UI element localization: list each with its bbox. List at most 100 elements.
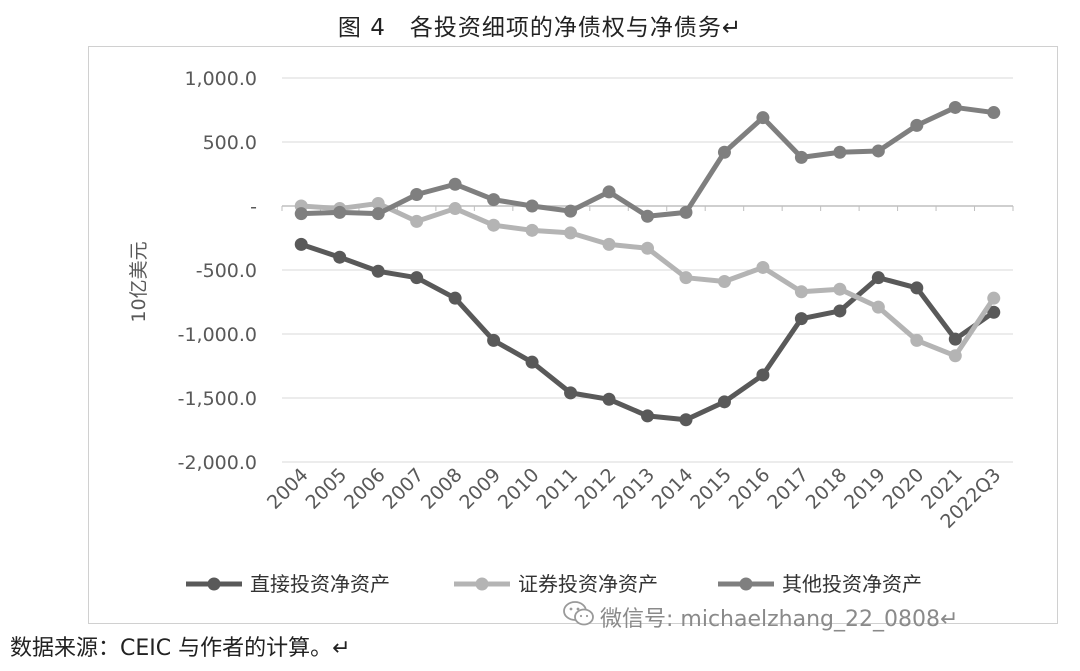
series-1: [294, 237, 1001, 427]
chart-title: 图 4 各投资细项的净债权与净债务↵: [337, 15, 743, 41]
x-tick-label: 2007: [378, 464, 428, 514]
y-tick-label: -1,500.0: [178, 388, 257, 410]
data-point: [602, 185, 616, 199]
legend: 直接投资净资产 证券投资净资产 其他投资净资产: [186, 572, 922, 596]
legend-item: 其他投资净资产: [718, 572, 922, 596]
x-tick-label: 2013: [609, 464, 659, 514]
data-point: [602, 392, 616, 406]
x-tick-label: 2018: [802, 464, 852, 514]
series-line: [298, 241, 997, 423]
data-point: [833, 145, 847, 159]
data-point: [564, 226, 578, 240]
legend-swatch-marker: [207, 577, 221, 591]
data-point: [525, 199, 539, 213]
y-tick-label: 500.0: [203, 132, 257, 154]
y-tick-label: -2,000.0: [178, 452, 257, 474]
series-2: [294, 196, 1001, 363]
data-point: [987, 106, 1001, 120]
watermark-text: 微信号: michaelzhang_22_0808↵: [600, 607, 959, 632]
data-point: [910, 333, 924, 347]
x-tick-label: 2020: [879, 464, 929, 514]
legend-swatch-marker: [739, 577, 753, 591]
x-tick-label: 2006: [340, 464, 390, 514]
data-point: [641, 409, 654, 423]
x-tick-label: 2017: [763, 464, 813, 514]
data-point: [487, 218, 501, 232]
legend-swatch-marker: [475, 577, 489, 591]
y-axis-ticks: 1,000.0 500.0 - -500.0 -1,000.0 -1,500.0 -2,00…: [178, 68, 257, 474]
legend-item: 直接投资净资产: [186, 572, 390, 596]
data-point: [371, 264, 385, 278]
data-point: [679, 205, 693, 219]
legend-item: 证券投资净资产: [454, 572, 658, 596]
data-point: [294, 207, 308, 221]
data-point: [717, 395, 731, 409]
data-point: [448, 291, 462, 305]
x-tick-label: 2016: [725, 464, 775, 514]
data-point: [641, 209, 654, 223]
data-point: [987, 291, 1001, 305]
x-tick-label: 2010: [494, 464, 544, 514]
y-tick-label: -1,000.0: [178, 324, 257, 346]
series-line: [298, 104, 997, 219]
data-point: [564, 386, 578, 400]
x-tick-label: 2008: [417, 464, 467, 514]
y-tick-label: -500.0: [196, 260, 257, 282]
data-point: [371, 196, 385, 210]
data-point: [910, 281, 924, 295]
x-tick-label: 2015: [686, 464, 736, 514]
x-tick-label: 2009: [455, 464, 505, 514]
data-point: [948, 332, 962, 346]
data-point: [717, 275, 731, 289]
legend-label: 直接投资净资产: [250, 572, 390, 596]
data-point: [679, 413, 693, 427]
x-tick-label: 2012: [571, 464, 621, 514]
data-point: [448, 202, 462, 216]
data-point: [679, 271, 693, 285]
data-point: [410, 214, 424, 228]
data-point: [641, 241, 654, 255]
data-point: [833, 304, 847, 318]
chart-frame: [88, 46, 1058, 624]
data-point: [525, 355, 539, 369]
x-tick-label: 2004: [263, 464, 313, 514]
data-point: [525, 223, 539, 237]
data-point: [448, 177, 462, 191]
legend-label: 其他投资净资产: [782, 572, 922, 596]
data-point: [871, 144, 885, 158]
legend-label: 证券投资净资产: [518, 572, 658, 596]
data-point: [794, 312, 808, 326]
data-point: [410, 187, 424, 201]
data-point: [948, 349, 962, 363]
data-point: [410, 271, 424, 285]
data-point: [948, 100, 962, 114]
x-axis-ticks: 2004200520062007200820092010201120122013…: [263, 464, 1005, 533]
data-point: [756, 111, 770, 125]
source-note: 数据来源：CEIC 与作者的计算。↵: [10, 636, 351, 661]
data-point: [910, 118, 924, 132]
data-point: [294, 237, 308, 251]
data-point: [794, 285, 808, 299]
y-axis-label: 10亿美元: [128, 241, 150, 322]
x-tick-label: 2019: [840, 464, 890, 514]
data-point: [756, 368, 770, 382]
x-tick-label: 2011: [532, 464, 582, 514]
data-point: [371, 207, 385, 221]
data-point: [333, 205, 347, 219]
data-point: [602, 237, 616, 251]
y-tick-label: 1,000.0: [184, 68, 257, 90]
data-point: [987, 305, 1001, 319]
data-point: [794, 150, 808, 164]
y-tick-label: -: [250, 196, 257, 218]
data-point: [756, 260, 770, 274]
series-lines: [294, 100, 1001, 427]
data-point: [487, 333, 501, 347]
data-point: [871, 300, 885, 314]
data-point: [717, 145, 731, 159]
x-tick-label: 2005: [301, 464, 351, 514]
x-tick-label: 2014: [648, 464, 698, 514]
series-3: [294, 100, 1001, 223]
data-point: [333, 250, 347, 264]
data-point: [833, 282, 847, 296]
